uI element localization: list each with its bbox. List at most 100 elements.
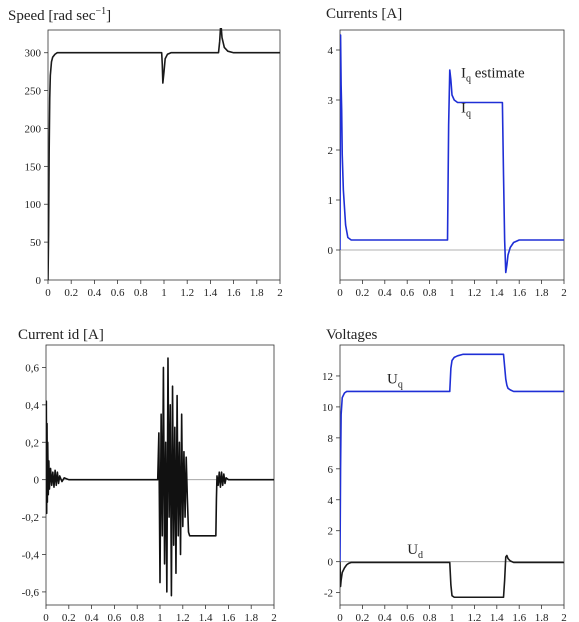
plot-frame [339, 29, 565, 281]
x-tick-label: 0 [43, 612, 49, 622]
chart-svg: 0 0.2 0.4 0.6 0.8 1 1.2 1.4 1.6 1.8 2 -0,6 -0,4 -0,2 0… [22, 344, 277, 622]
x-tick-label: 0.6 [400, 287, 414, 299]
y-tick-label: 0 [36, 275, 42, 287]
x-tick-label: 0.2 [356, 612, 370, 622]
x-tick-label: 1 [161, 287, 167, 299]
y-tick-label: 0,2 [25, 437, 39, 449]
series-line [340, 554, 564, 599]
chart-title-text: Voltages [326, 327, 378, 343]
x-tick-label: 0.2 [64, 287, 78, 299]
x-tick-label: 1.8 [244, 612, 258, 622]
x-tick-label: 1.4 [204, 287, 218, 299]
series-line [48, 28, 280, 281]
x-tick-label: 1.2 [176, 612, 190, 622]
y-tick-label: 100 [25, 199, 42, 211]
annotation-label: Iq [461, 101, 471, 120]
x-tick-label: 0.8 [423, 612, 437, 622]
series-line [340, 34, 564, 274]
chart-svg: 0 0.2 0.4 0.6 0.8 1 1.2 1.4 1.6 1.8 2 0 50 100 150 200 2… [25, 28, 283, 299]
x-tick-label: 1 [157, 612, 163, 622]
series-line [46, 357, 274, 597]
x-tick-label: 0.4 [378, 287, 392, 299]
y-tick-label: 50 [30, 237, 42, 249]
y-tick-label: -2 [324, 588, 333, 600]
y-tick-label: 8 [328, 433, 334, 445]
x-tick-label: 0.4 [88, 287, 102, 299]
series-line [340, 353, 564, 562]
voltages-chart: Voltages 0 0.2 0.4 0.6 0.8 1 1.2 1.4 1.6 1.8 2 -2 0 2 4… [290, 315, 579, 622]
x-tick-label: 2 [561, 287, 567, 299]
x-tick-label: 1 [449, 287, 455, 299]
x-tick-label: 0 [337, 287, 343, 299]
annotation-label: Iq estimate [461, 66, 525, 85]
y-tick-label: -0,4 [22, 549, 40, 561]
y-tick-label: -0,2 [22, 512, 39, 524]
y-tick-label: 6 [328, 464, 334, 476]
x-tick-label: 0.4 [378, 612, 392, 622]
y-tick-label: 0 [328, 557, 334, 569]
chart-title-text: Currents [A] [326, 6, 403, 22]
chart-title: Speed [rad sec−1] [8, 6, 111, 25]
x-tick-label: 0 [45, 287, 51, 299]
y-tick-label: 12 [322, 371, 333, 383]
y-tick-label: 300 [25, 48, 42, 60]
x-tick-label: 0.6 [111, 287, 125, 299]
chart-svg: 0 0.2 0.4 0.6 0.8 1 1.2 1.4 1.6 1.8 2 -2 0 2 4 6 8 10 12 Uq… [322, 344, 567, 622]
x-tick-label: 2 [271, 612, 277, 622]
x-tick-label: 0.2 [356, 287, 370, 299]
x-tick-label: 1.4 [490, 287, 504, 299]
plot-frame [339, 344, 565, 606]
y-tick-label: 1 [328, 195, 334, 207]
x-tick-label: 1.2 [468, 287, 482, 299]
x-tick-label: 2 [561, 612, 567, 622]
x-tick-label: 1 [449, 612, 455, 622]
y-tick-label: 0,4 [25, 400, 39, 412]
currents-chart: Currents [A] 0 0.2 0.4 0.6 0.8 1 1.2 1.4 1.6 1.8 2 0… [290, 0, 579, 310]
speed-chart: Speed [rad sec−1] 0 0.2 0.4 0.6 0.8 1 1.2 1.4 1.6… [0, 0, 290, 310]
x-tick-label: 1.6 [512, 287, 526, 299]
x-tick-label: 1.6 [512, 612, 526, 622]
chart-title-text: Current id [A] [18, 327, 104, 343]
x-tick-label: 1.2 [180, 287, 194, 299]
x-tick-label: 1.4 [490, 612, 504, 622]
x-tick-label: 1.4 [199, 612, 213, 622]
y-tick-label: 150 [25, 161, 42, 173]
x-tick-label: 1.8 [250, 287, 264, 299]
y-tick-label: 4 [328, 45, 334, 57]
y-tick-label: 2 [328, 145, 334, 157]
y-tick-label: 0,6 [25, 362, 39, 374]
chart-title-text: Speed [rad sec [8, 8, 96, 24]
chart-title: Voltages [326, 327, 377, 344]
x-tick-label: 0.6 [400, 612, 414, 622]
x-tick-label: 1.6 [227, 287, 241, 299]
current-id-chart: Current id [A] 0 0.2 0.4 0.6 0.8 1 1.2 1.4 1.6 1.8… [0, 315, 290, 622]
x-tick-label: 1.6 [222, 612, 236, 622]
x-tick-label: 0.8 [423, 287, 437, 299]
x-tick-label: 2 [277, 287, 283, 299]
y-tick-label: 3 [328, 95, 334, 107]
x-tick-label: 1.8 [535, 287, 549, 299]
chart-title: Current id [A] [18, 327, 104, 344]
chart-svg: 0 0.2 0.4 0.6 0.8 1 1.2 1.4 1.6 1.8 2 0 1 2 3 4 Iq estim… [328, 29, 567, 299]
x-tick-label: 0.8 [134, 287, 148, 299]
x-tick-label: 0 [337, 612, 343, 622]
chart-title-end: ] [106, 8, 112, 24]
y-tick-label: 10 [322, 402, 334, 414]
y-tick-label: 200 [25, 123, 42, 135]
chart-title: Currents [A] [326, 6, 402, 23]
x-tick-label: 0.2 [62, 612, 76, 622]
x-tick-label: 0.8 [130, 612, 144, 622]
annotation-label: Uq [387, 372, 403, 391]
chart-title-superscript: −1 [95, 6, 107, 17]
y-tick-label: -0,6 [22, 587, 40, 599]
x-tick-label: 1.2 [468, 612, 482, 622]
annotation-label: Ud [407, 542, 423, 561]
x-tick-label: 0.4 [85, 612, 99, 622]
y-tick-label: 2 [328, 526, 334, 538]
y-tick-label: 250 [25, 86, 42, 98]
x-tick-label: 0.6 [108, 612, 122, 622]
y-tick-label: 0 [34, 475, 40, 487]
x-tick-label: 1.8 [535, 612, 549, 622]
y-tick-label: 4 [328, 495, 334, 507]
